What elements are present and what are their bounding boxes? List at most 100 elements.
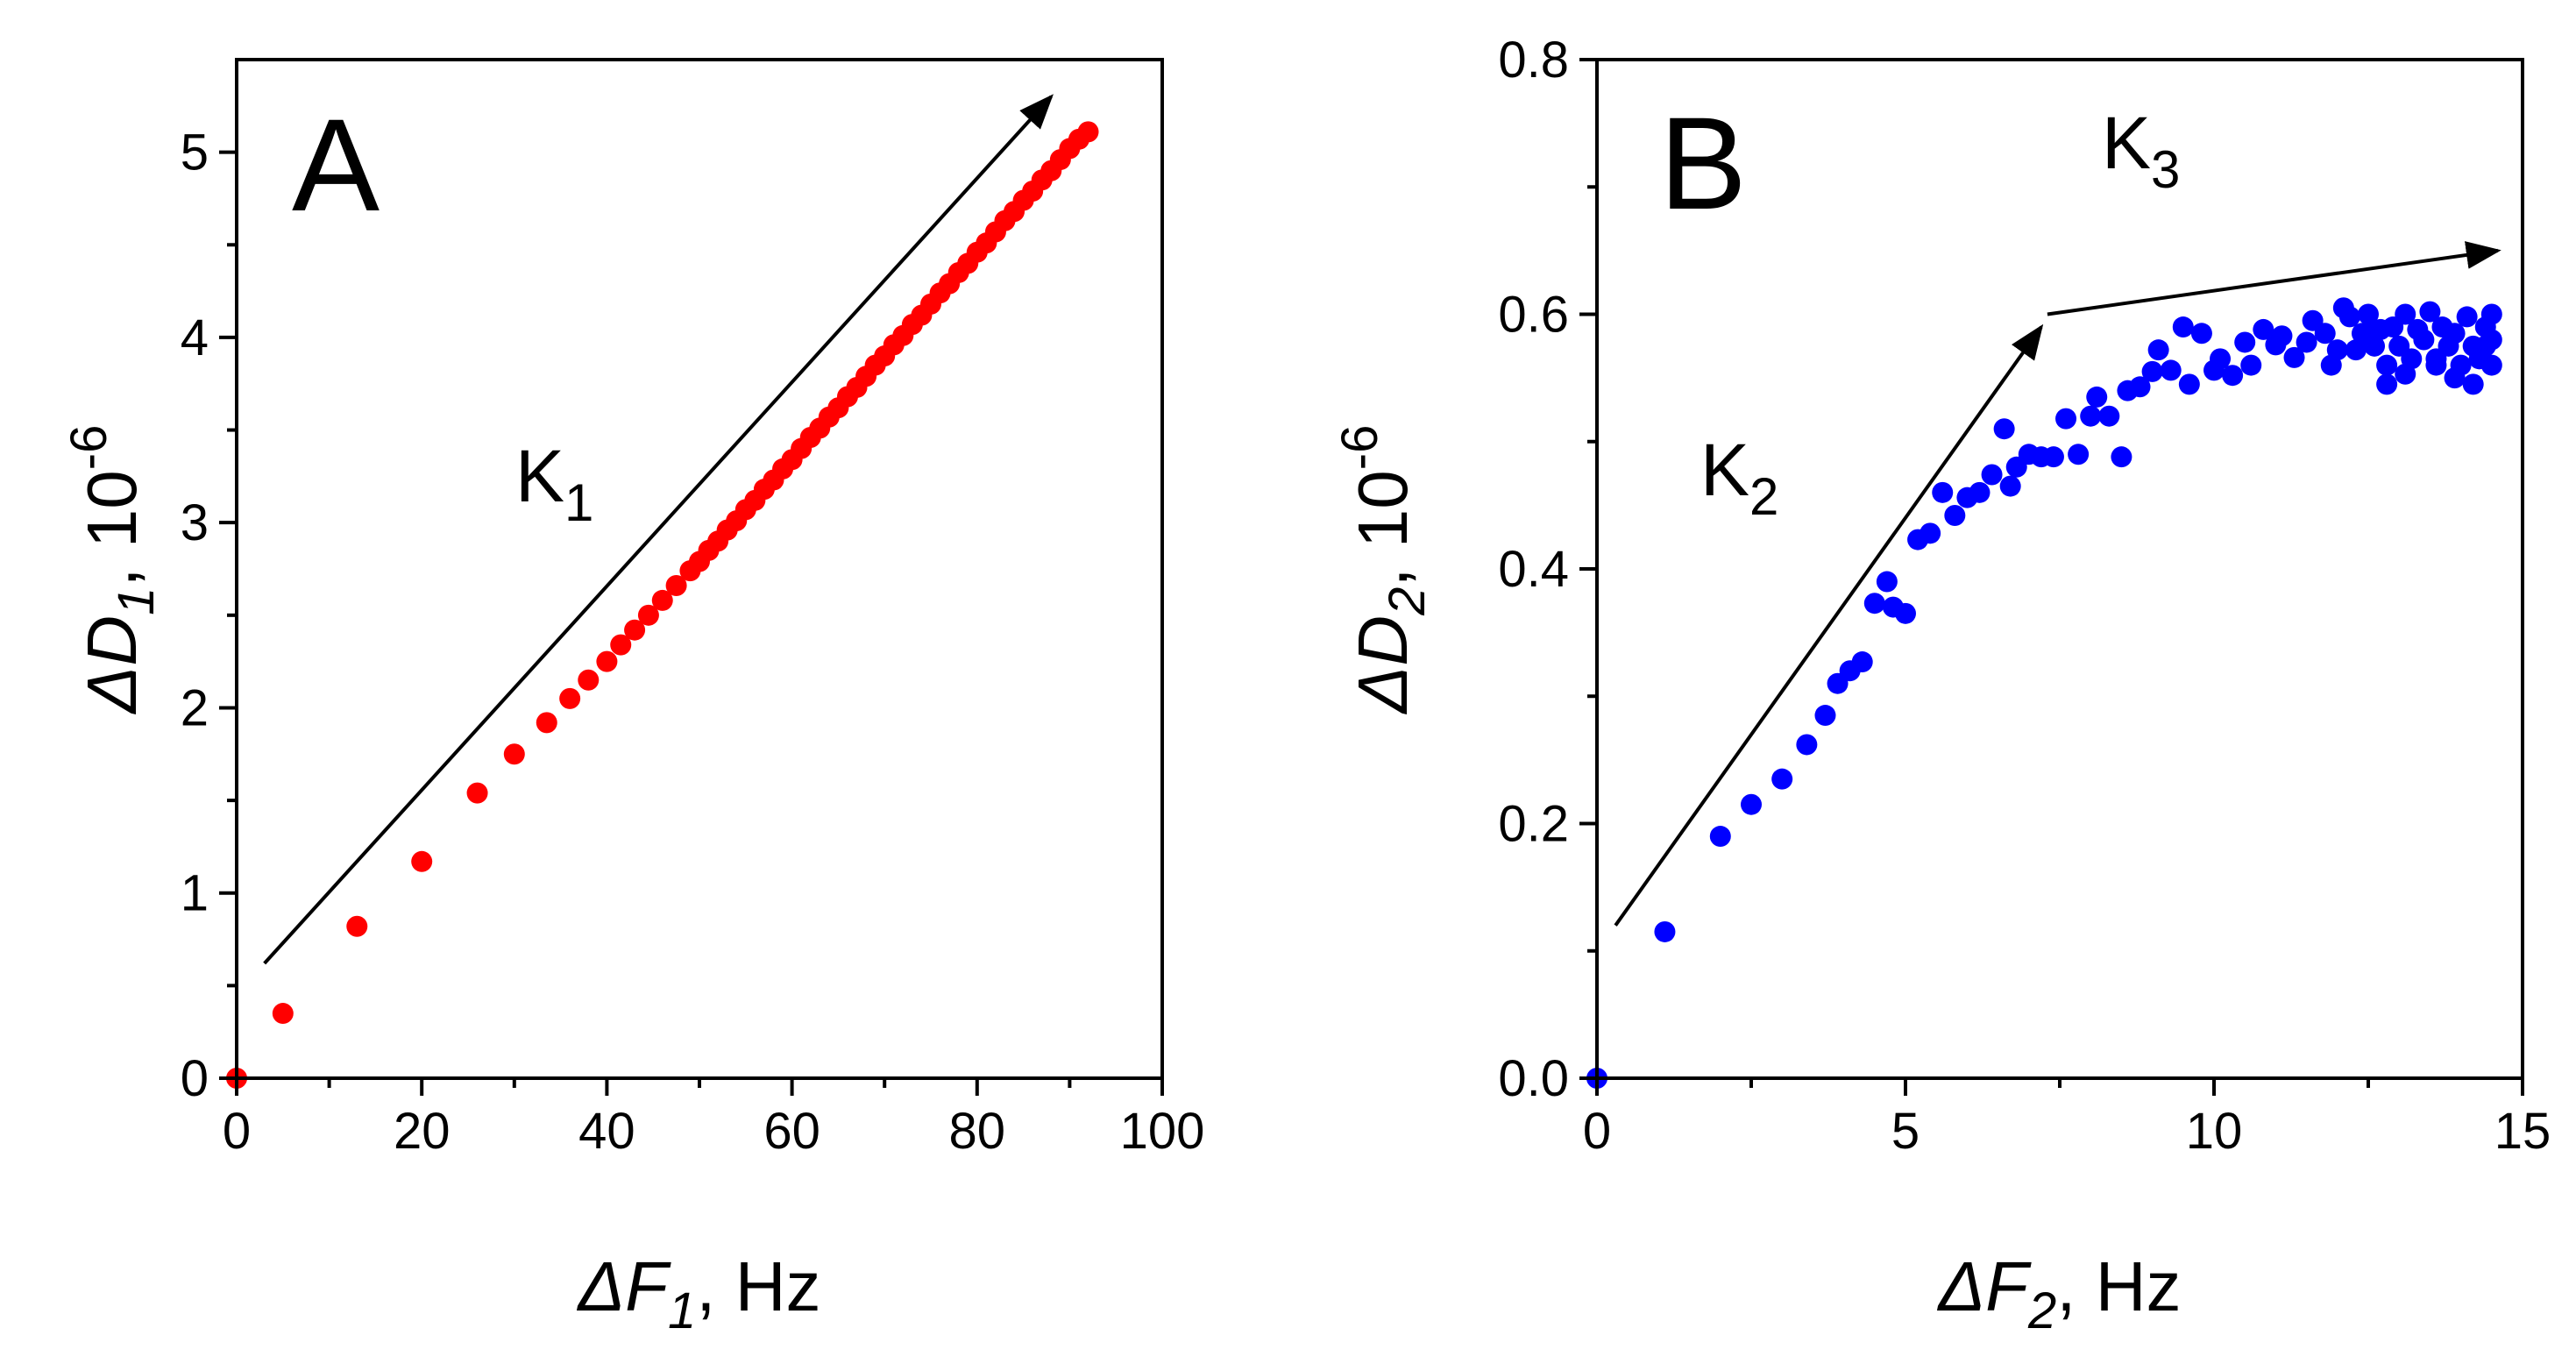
- panel-b-axes: 0 5 10 15 0.0 0.2 0.4 0.6 0.8: [1498, 32, 2551, 1160]
- data-point: [2098, 405, 2120, 427]
- data-point: [1851, 651, 1873, 673]
- data-point: [1709, 826, 1731, 848]
- data-point: [346, 915, 368, 937]
- data-point: [2376, 354, 2398, 376]
- data-point: [2419, 301, 2441, 323]
- trend-arrow: [2047, 241, 2501, 316]
- data-point: [2234, 331, 2256, 353]
- data-point: [2413, 329, 2435, 351]
- data-point: [578, 669, 600, 691]
- y-tick-label: 0.2: [1498, 796, 1569, 853]
- y-tick-label: 0.6: [1498, 287, 1569, 344]
- panel-a-y-axis-title: ΔD1, 10-6: [60, 425, 165, 715]
- x-tick-label: 100: [1120, 1103, 1205, 1160]
- data-point: [651, 589, 673, 611]
- data-point: [2141, 360, 2163, 382]
- panel-b-arrows: [1614, 241, 2501, 927]
- panel-b-y-axis-title: ΔD2, 10-6: [1331, 425, 1436, 715]
- data-point: [2444, 323, 2466, 345]
- x-tick-label: 60: [763, 1103, 820, 1160]
- x-tick-label: 15: [2494, 1103, 2551, 1160]
- data-point: [2222, 365, 2244, 387]
- panel-b-k3-label: K3: [2102, 102, 2180, 199]
- trend-arrow: [1614, 323, 2044, 927]
- panel-a: 0 20 40 60 80 100 0 1 2 3 4 5 A K1 ΔF1, Hz ΔD1, 10-…: [60, 58, 1205, 1339]
- data-point: [1654, 920, 1676, 942]
- x-tick-label: 80: [949, 1103, 1006, 1160]
- data-point: [2480, 354, 2502, 376]
- data-point: [2283, 346, 2305, 368]
- panel-b: 0 5 10 15 0.0 0.2 0.4 0.6 0.8 B K2 K3 ΔF2, Hz ΔD…: [1331, 32, 2551, 1339]
- data-point: [2178, 373, 2200, 395]
- x-tick-label: 5: [1891, 1103, 1920, 1160]
- y-tick-label: 0.4: [1498, 541, 1569, 598]
- data-point: [2111, 446, 2132, 468]
- panel-a-arrows: [263, 94, 1054, 965]
- panel-b-x-axis-title: ΔF2, Hz: [1936, 1247, 2181, 1339]
- y-tick-label: 3: [181, 494, 209, 551]
- data-point: [2068, 444, 2090, 465]
- y-tick-label: 0.0: [1498, 1050, 1569, 1107]
- data-point: [624, 619, 646, 641]
- data-point: [2314, 323, 2336, 345]
- data-point: [1814, 705, 1836, 727]
- data-point: [272, 1003, 294, 1025]
- data-point: [665, 575, 687, 597]
- data-point: [1944, 504, 1966, 526]
- x-tick-label: 10: [2186, 1103, 2243, 1160]
- panel-b-points: [1586, 297, 2502, 1089]
- data-point: [1876, 571, 1898, 593]
- data-point: [2160, 359, 2182, 381]
- x-tick-label: 20: [394, 1103, 451, 1160]
- panel-a-axes: 0 20 40 60 80 100 0 1 2 3 4 5: [181, 124, 1205, 1160]
- data-point: [1863, 593, 1885, 614]
- data-point: [1993, 418, 2015, 440]
- data-point: [2480, 303, 2502, 325]
- data-point: [2358, 323, 2379, 345]
- data-point: [1969, 481, 1991, 503]
- data-point: [2129, 376, 2151, 398]
- panel-a-letter: A: [292, 91, 380, 238]
- data-point: [2320, 354, 2342, 376]
- data-point: [1895, 602, 1916, 624]
- data-point: [2395, 303, 2416, 325]
- panel-a-k1-label: K1: [515, 435, 593, 532]
- data-point: [2147, 339, 2169, 361]
- data-point: [610, 634, 632, 656]
- data-point: [2190, 323, 2212, 345]
- data-point: [2172, 316, 2194, 338]
- x-tick-label: 40: [578, 1103, 635, 1160]
- data-point: [1920, 522, 1941, 544]
- data-point: [2253, 318, 2274, 340]
- data-point: [2456, 306, 2478, 328]
- data-point: [2376, 373, 2398, 395]
- y-tick-label: 2: [181, 679, 209, 736]
- data-point: [2240, 354, 2262, 376]
- panel-b-letter: B: [1659, 89, 1747, 237]
- data-point: [536, 712, 557, 734]
- data-point: [466, 782, 488, 804]
- data-point: [559, 687, 581, 709]
- data-point: [2055, 408, 2077, 430]
- data-point: [2345, 339, 2367, 361]
- data-point: [2086, 386, 2108, 408]
- data-point: [2296, 331, 2317, 353]
- y-tick-label: 1: [181, 865, 209, 922]
- data-point: [1796, 734, 1818, 756]
- data-point: [1999, 475, 2021, 497]
- data-point: [2338, 306, 2360, 328]
- x-tick-label: 0: [223, 1103, 251, 1160]
- data-point: [2444, 367, 2466, 389]
- data-point: [2358, 303, 2379, 325]
- data-point: [2080, 405, 2102, 427]
- panel-a-points: [226, 121, 1099, 1089]
- y-tick-label: 0.8: [1498, 32, 1569, 89]
- data-point: [1981, 464, 2003, 486]
- data-point: [2474, 335, 2496, 357]
- trend-arrow: [263, 94, 1054, 965]
- data-point: [2271, 325, 2293, 347]
- y-tick-label: 4: [181, 309, 209, 366]
- data-point: [2395, 363, 2416, 385]
- data-point: [2042, 446, 2064, 468]
